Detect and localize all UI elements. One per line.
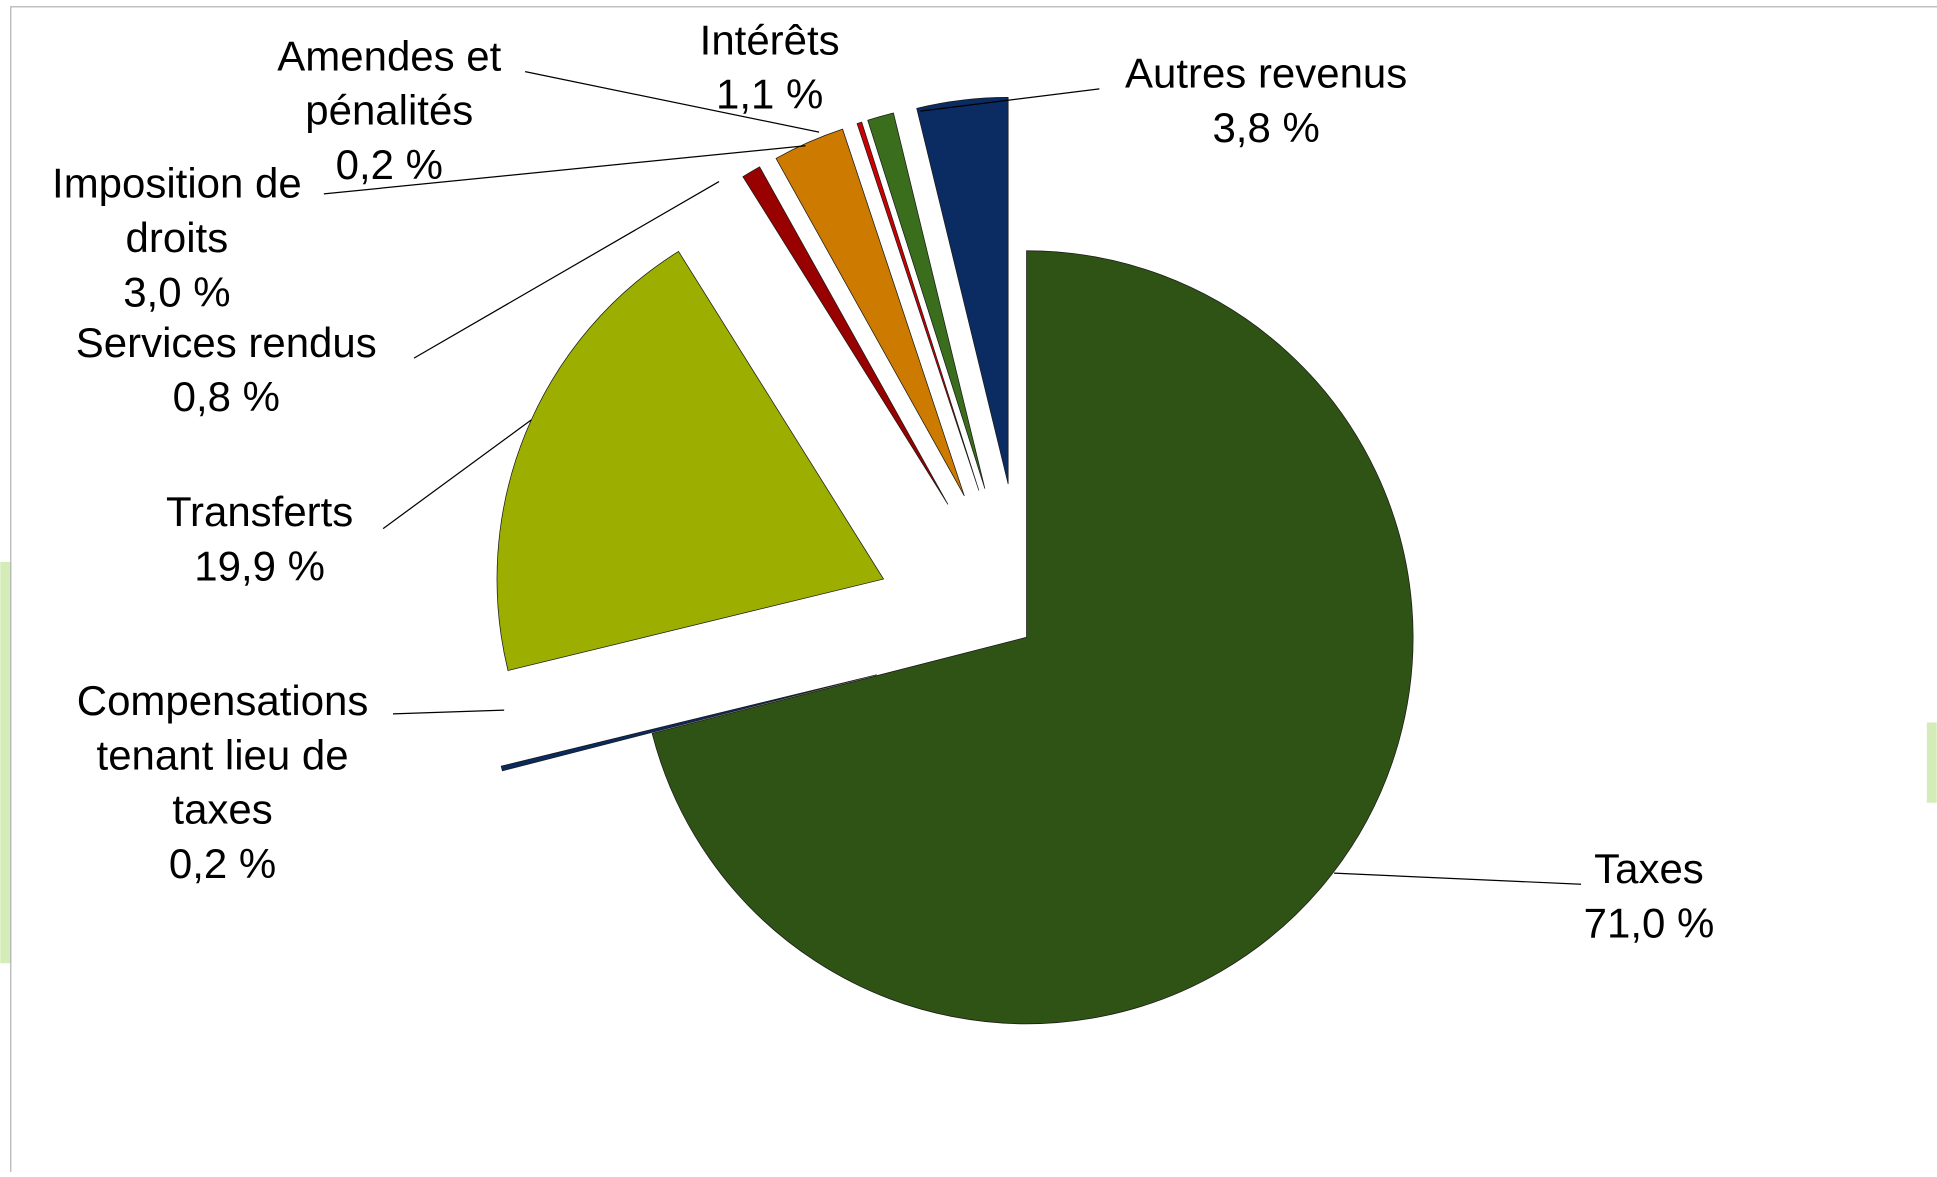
value-label: 3,0 % xyxy=(123,268,230,315)
pie-slice xyxy=(500,674,877,772)
value-label: 0,2 % xyxy=(336,141,443,188)
leader-line xyxy=(1334,872,1582,885)
value-label: 3,8 % xyxy=(1212,104,1319,151)
decoration xyxy=(0,561,12,964)
value-label: 0,2 % xyxy=(169,840,276,887)
leader-line xyxy=(525,71,820,133)
slice-label: Imposition de droits xyxy=(52,160,302,261)
slice-label: Transferts xyxy=(166,488,353,535)
pie-slice xyxy=(496,250,885,671)
pie-slice xyxy=(775,128,965,497)
slice-label: Amendes et pénalités xyxy=(277,32,501,133)
slice-label: Taxes xyxy=(1594,845,1704,892)
slice-label: Services rendus xyxy=(76,319,377,366)
slice-label: Compensations tenant lieu de taxes xyxy=(77,677,369,833)
leader-line xyxy=(413,181,720,359)
slice-label: Autres revenus xyxy=(1125,50,1407,97)
leader-line xyxy=(392,709,505,715)
value-label: 19,9 % xyxy=(194,542,325,589)
pie-slice xyxy=(856,121,980,491)
value-label: 0,8 % xyxy=(173,373,280,420)
leader-line xyxy=(323,145,806,195)
plot-border xyxy=(10,6,1937,1177)
leader-line xyxy=(382,419,532,530)
leader-line xyxy=(920,88,1100,112)
pie-slice xyxy=(742,166,949,505)
pie-slice xyxy=(867,112,986,489)
value-label: 71,0 % xyxy=(1584,899,1715,946)
pie-slice xyxy=(916,97,1009,485)
decoration xyxy=(1926,722,1937,803)
value-label: 1,1 % xyxy=(716,71,823,118)
slice-label: Intérêts xyxy=(700,16,840,63)
pie-slice xyxy=(651,250,1414,1025)
